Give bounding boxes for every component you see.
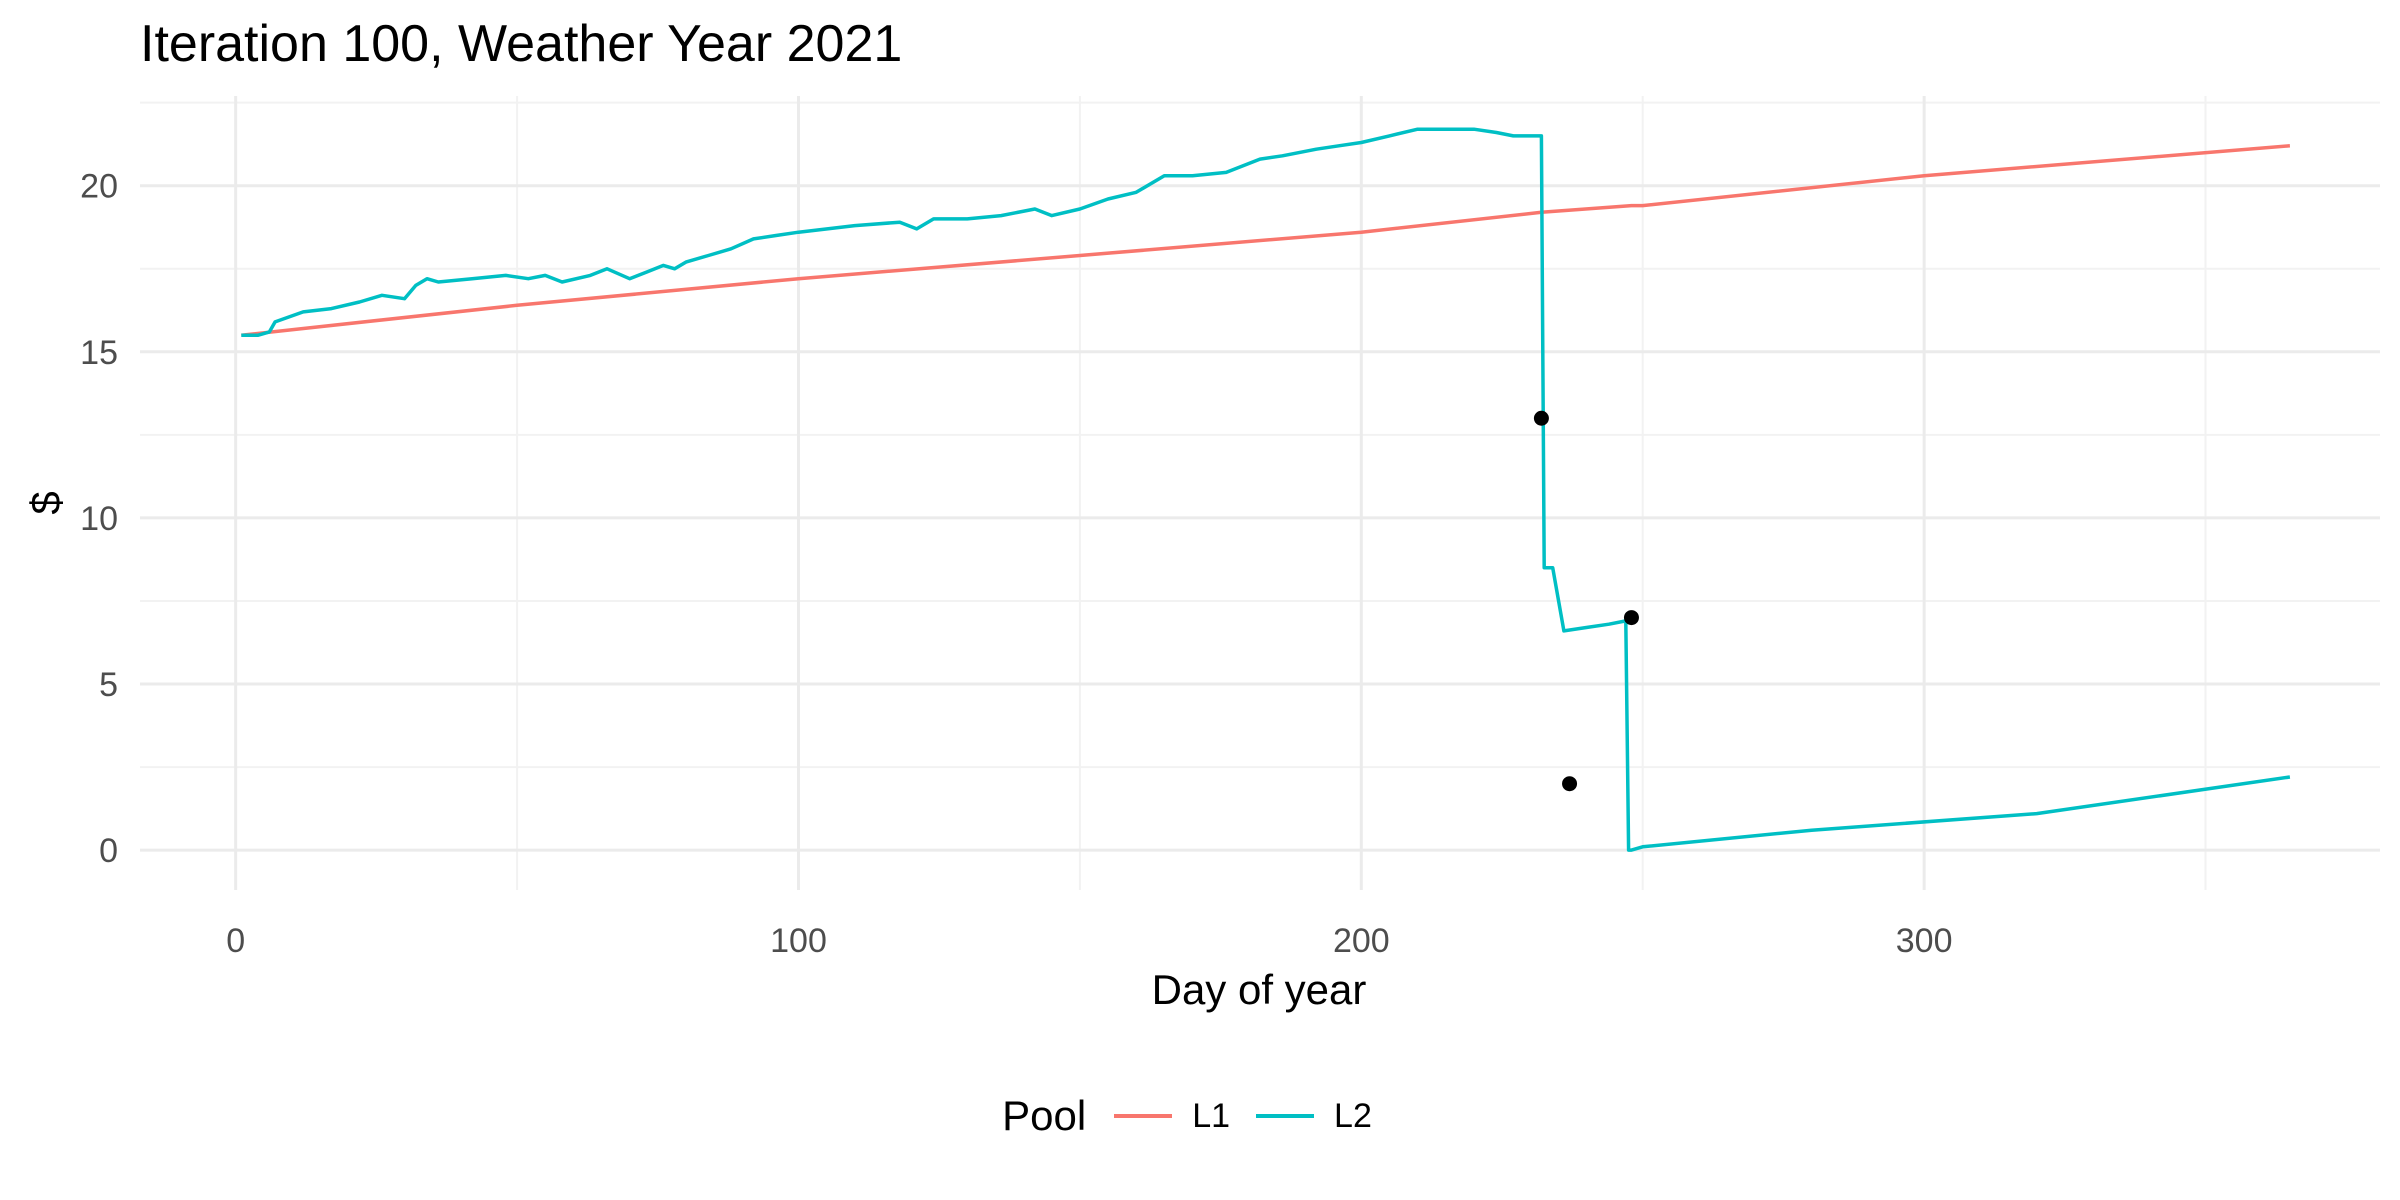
x-tick-label: 100 bbox=[770, 922, 827, 960]
series-lines bbox=[241, 127, 2291, 852]
data-point bbox=[1562, 776, 1578, 792]
legend-key-l2 bbox=[1256, 1114, 1315, 1118]
x-tick-label: 0 bbox=[226, 922, 245, 960]
legend-title: Pool bbox=[1002, 1092, 1087, 1139]
legend-label-l1: L1 bbox=[1192, 1096, 1231, 1135]
point-markers bbox=[1533, 410, 1639, 792]
y-tick-label: 15 bbox=[80, 334, 118, 372]
series-line-l1 bbox=[241, 144, 2291, 337]
legend: Pool L1 L2 bbox=[0, 1092, 2400, 1140]
chart-title: Iteration 100, Weather Year 2021 bbox=[140, 15, 903, 73]
y-tick-label: 10 bbox=[80, 500, 118, 538]
legend-key-l1 bbox=[1114, 1114, 1173, 1118]
x-tick-label: 300 bbox=[1896, 922, 1953, 960]
x-axis-title: Day of year bbox=[1152, 966, 1367, 1013]
data-point bbox=[1533, 410, 1549, 426]
legend-item-l2: L2 bbox=[1256, 1097, 1372, 1136]
gridlines bbox=[140, 96, 2380, 890]
y-tick-label: 5 bbox=[99, 666, 118, 704]
y-tick-label: 20 bbox=[80, 168, 118, 206]
tick-labels: 0 100 200 300 0 5 10 15 20 bbox=[80, 168, 1952, 960]
legend-label-l2: L2 bbox=[1334, 1096, 1372, 1135]
x-tick-label: 200 bbox=[1333, 922, 1390, 960]
y-tick-label: 0 bbox=[99, 832, 118, 870]
series-line-l2 bbox=[241, 127, 2291, 852]
data-point bbox=[1623, 610, 1639, 626]
y-axis-title: $ bbox=[22, 491, 69, 514]
legend-item-l1: L1 bbox=[1114, 1097, 1230, 1136]
